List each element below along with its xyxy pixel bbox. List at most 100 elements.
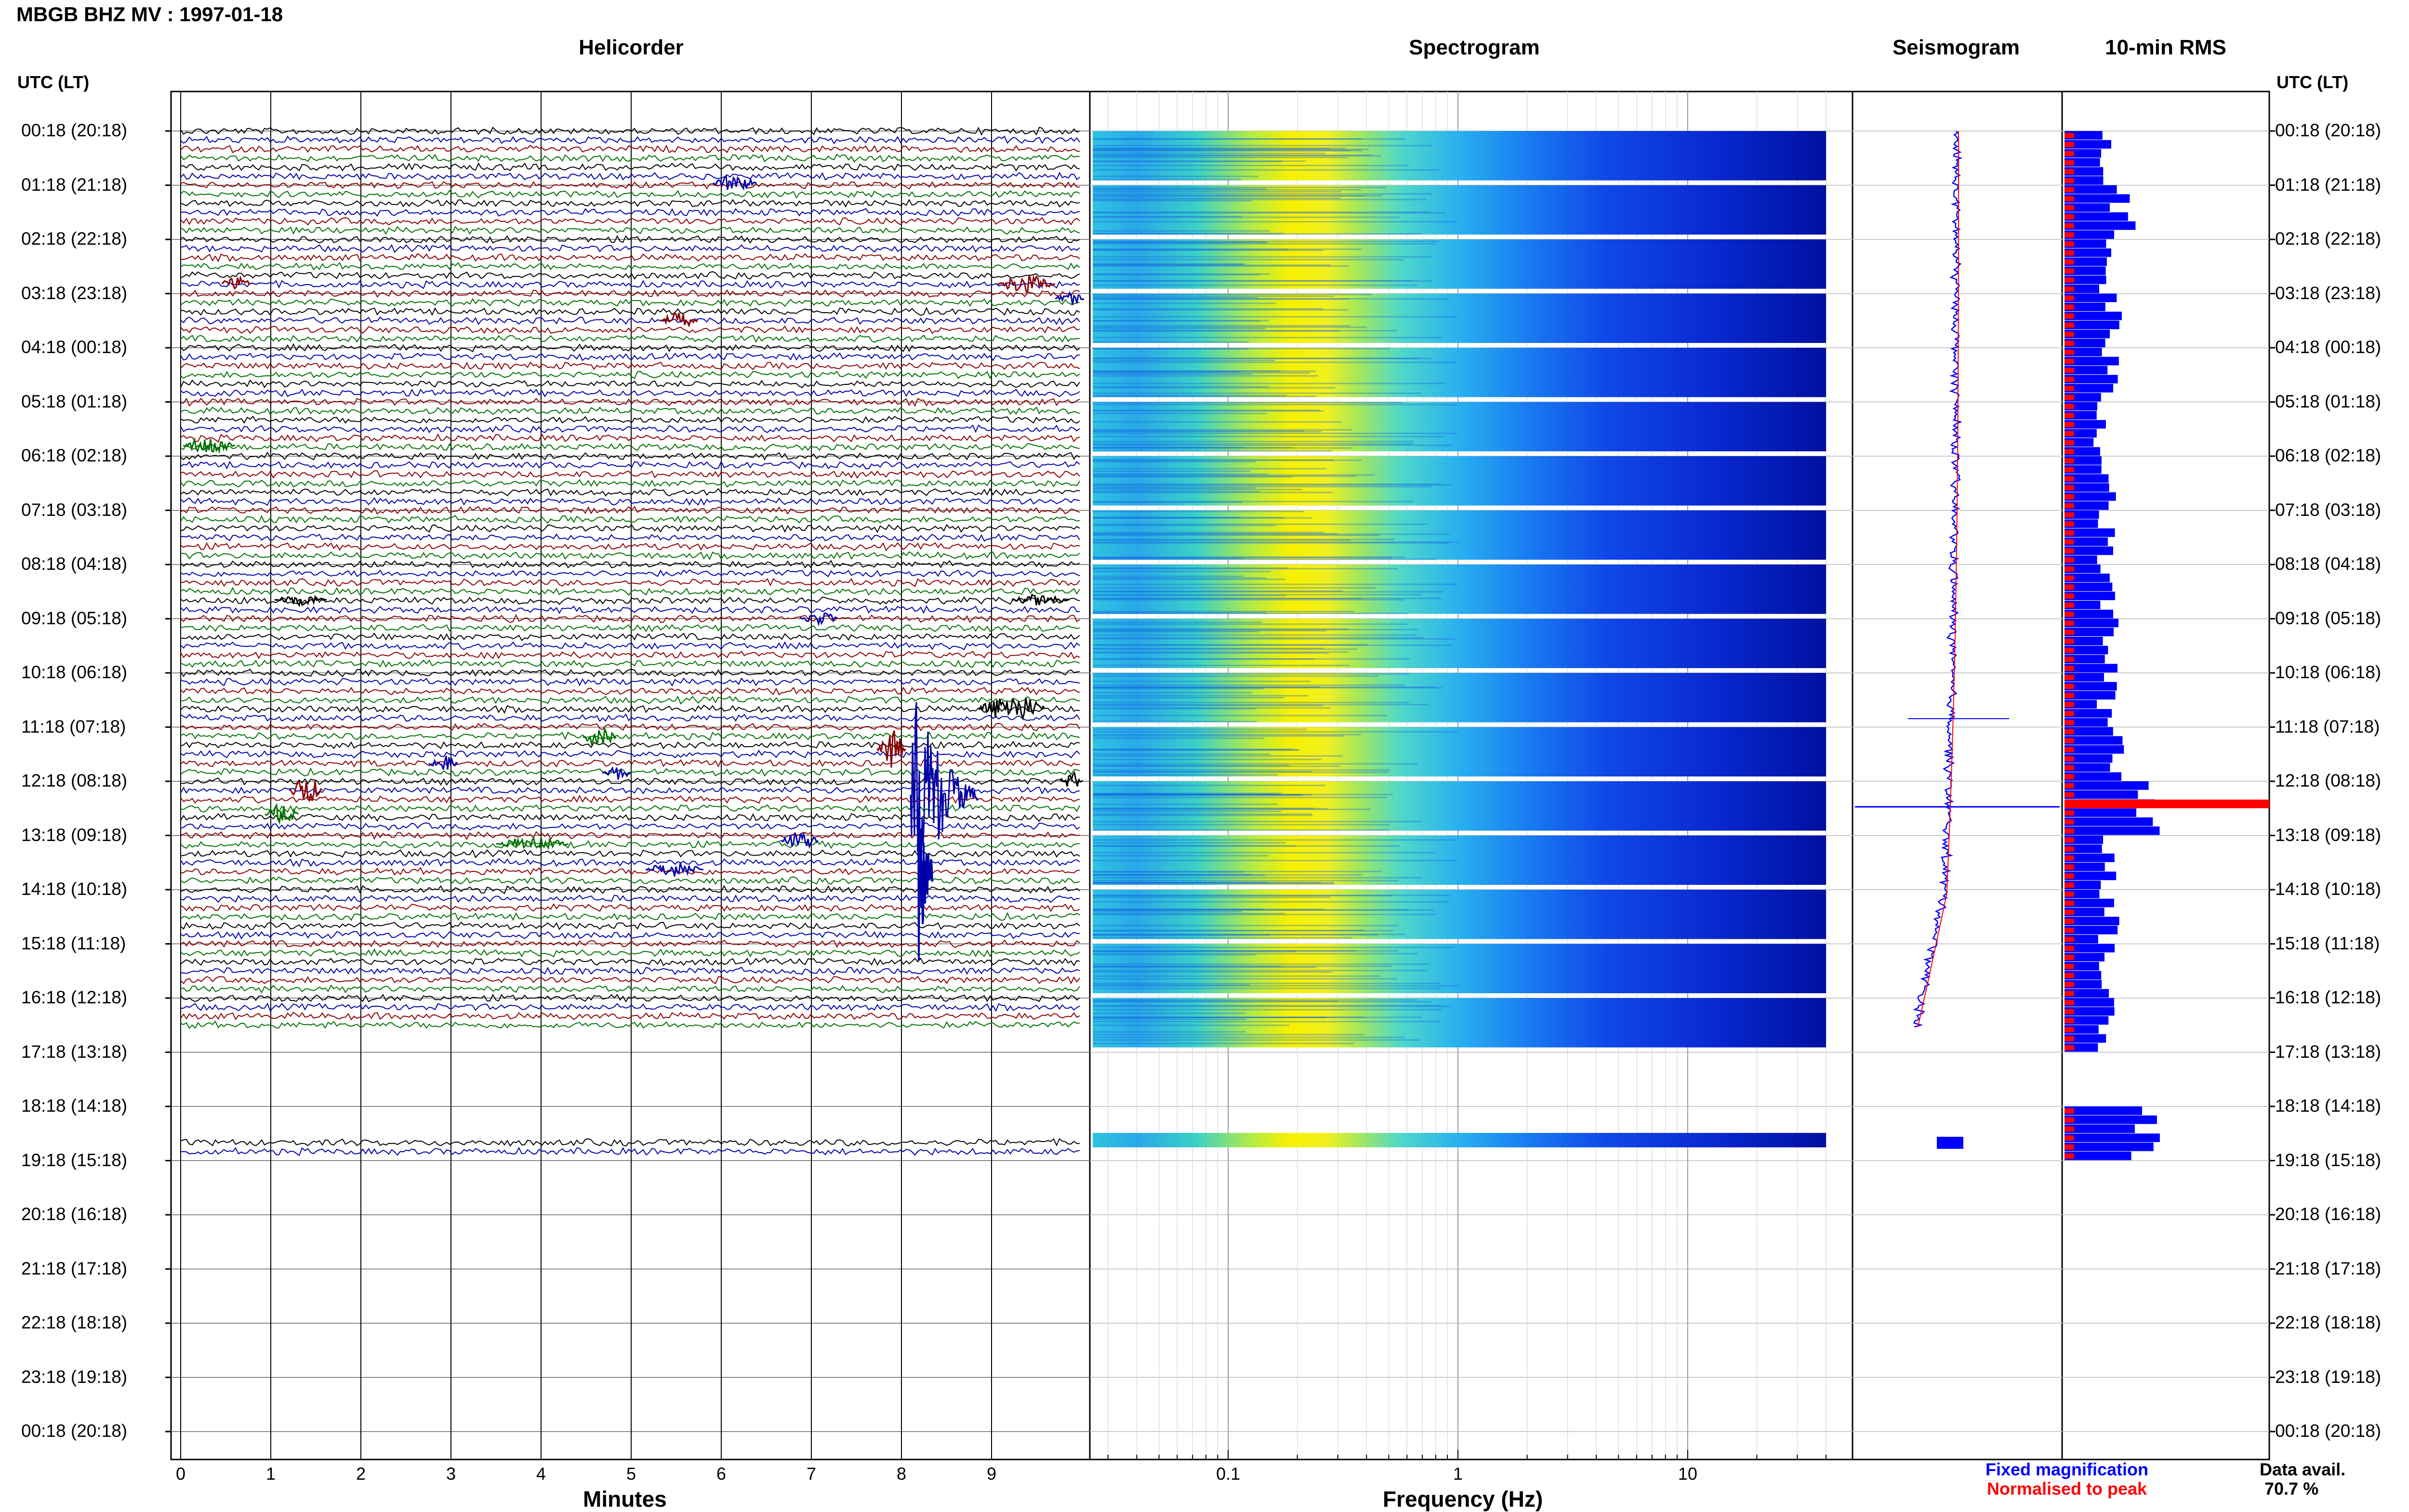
helicorder-trace (180, 759, 1080, 768)
spectrogram-streak (1093, 647, 1324, 649)
spectrogram-streak (1093, 138, 1362, 140)
spectrogram-streak (1093, 934, 1378, 936)
spectrogram-streak (1093, 157, 1348, 158)
rms-normalised-bar (2065, 873, 2074, 879)
row-label-left: 04:18 (00:18) (21, 337, 128, 357)
spectrogram-streak (1093, 930, 1364, 932)
rms-bar (2065, 356, 2119, 366)
rms-normalised-bar (2065, 160, 2074, 165)
frequency-tick-label: 0.1 (1216, 1464, 1240, 1484)
helicorder-trace (180, 641, 1080, 651)
helicorder-trace (180, 352, 1080, 361)
spectrogram-streak (1093, 259, 1404, 261)
helicorder-trace (180, 533, 1080, 542)
rms-normalised-bar (2065, 611, 2074, 617)
helicorder-trace (180, 1002, 1080, 1012)
rms-bar (2065, 926, 2118, 934)
spectrogram-streak (1093, 370, 1281, 372)
spectrogram-streak (1093, 337, 1442, 339)
row-label-right: 00:18 (20:18) (2275, 120, 2382, 140)
rms-normalised-bar (2065, 142, 2074, 147)
spectrogram-streak (1093, 460, 1362, 461)
helicorder-trace (180, 479, 1080, 488)
spectrogram-streak (1093, 501, 1243, 503)
spectrogram-streak (1093, 686, 1320, 688)
row-label-left: 13:18 (09:18) (21, 825, 128, 845)
row-label-left: 09:18 (05:18) (21, 608, 128, 628)
spectrogram-streak (1093, 590, 1343, 592)
row-label-right: 00:18 (20:18) (2275, 1421, 2382, 1441)
spectrogram-streak (1093, 473, 1268, 475)
helicorder-trace (180, 686, 1080, 696)
rms-bar (2065, 754, 2113, 763)
spectrogram-streak (1093, 1005, 1452, 1007)
rms-bar (2065, 339, 2105, 347)
spectrogram-streak (1093, 328, 1266, 329)
rms-bar (2065, 582, 2113, 592)
spectrogram-streak (1093, 908, 1264, 910)
rms-normalised-bar (2065, 1000, 2074, 1005)
helicorder-trace (180, 162, 1080, 172)
spectrogram-streak (1093, 808, 1327, 810)
rms-bar (2065, 944, 2115, 953)
rms-bar (2065, 1115, 2157, 1124)
rms-normalised-bar (2065, 1009, 2074, 1014)
minute-tick-label: 1 (266, 1464, 276, 1484)
spectrogram-streak (1093, 280, 1414, 282)
helicorder-trace (180, 741, 1080, 749)
rms-normalised-bar (2065, 828, 2074, 834)
spectrogram-streak (1093, 372, 1310, 374)
spectrogram-streak (1093, 484, 1451, 486)
spectrogram-streak (1093, 859, 1457, 861)
row-label-right: 16:18 (12:18) (2275, 987, 2382, 1007)
helicorder-trace (180, 226, 1080, 235)
helicorder-event (221, 275, 251, 290)
helicorder-trace (180, 596, 1080, 605)
rms-bar (2065, 167, 2104, 176)
rms-bar (2065, 312, 2122, 320)
helicorder-trace (180, 370, 1080, 380)
rms-bar (2065, 257, 2107, 266)
rms-normalised-bar (2065, 232, 2074, 237)
spectrogram-streak (1093, 250, 1324, 251)
rms-normalised-bar (2065, 1144, 2074, 1150)
left-axis-header: UTC (LT) (17, 72, 90, 92)
spectrogram-streak (1093, 459, 1334, 461)
helicorder-event (780, 832, 819, 849)
minute-tick-label: 7 (807, 1464, 816, 1484)
spectrogram-streak (1093, 987, 1441, 989)
rms-bar (2065, 898, 2114, 907)
rms-normalised-bar (2065, 169, 2074, 174)
spectrogram-streak (1093, 1016, 1365, 1018)
spectrogram-streak (1093, 963, 1430, 965)
helicorder-title: Helicorder (579, 36, 684, 59)
rms-normalised-bar (2065, 485, 2074, 490)
rms-normalised-bar (2065, 223, 2074, 229)
helicorder-trace (180, 470, 1080, 479)
spectrogram-streak (1093, 759, 1322, 761)
spectrogram-streak (1093, 216, 1400, 218)
spectrogram-streak (1093, 148, 1369, 150)
spectrogram-streak (1093, 373, 1253, 375)
spectrogram-streak (1093, 348, 1249, 350)
rms-normalised-bar (2065, 693, 2074, 698)
rms-bar (2065, 230, 2114, 239)
spectrogram-streak (1093, 807, 1314, 809)
spectrogram-streak (1093, 908, 1324, 910)
spectrogram-streak (1093, 447, 1353, 449)
minute-tick-label: 9 (987, 1464, 996, 1484)
spectrogram-streak (1093, 386, 1269, 388)
spectrogram-row (1093, 727, 1826, 776)
helicorder-trace (180, 822, 1080, 831)
row-label-left: 10:18 (06:18) (21, 662, 128, 682)
spectrogram-streak (1093, 531, 1324, 533)
spectrogram-streak (1093, 382, 1445, 384)
rms-normalised-bar (2065, 973, 2074, 978)
rms-normalised-bar (2065, 1135, 2074, 1141)
spectrogram-streak (1093, 361, 1456, 363)
rms-bar (2065, 1034, 2106, 1043)
spectrogram-streak (1093, 870, 1382, 872)
rms-normalised-bar (2065, 575, 2074, 581)
spectrogram-streak (1093, 933, 1405, 935)
rms-normalised-bar (2065, 982, 2074, 987)
